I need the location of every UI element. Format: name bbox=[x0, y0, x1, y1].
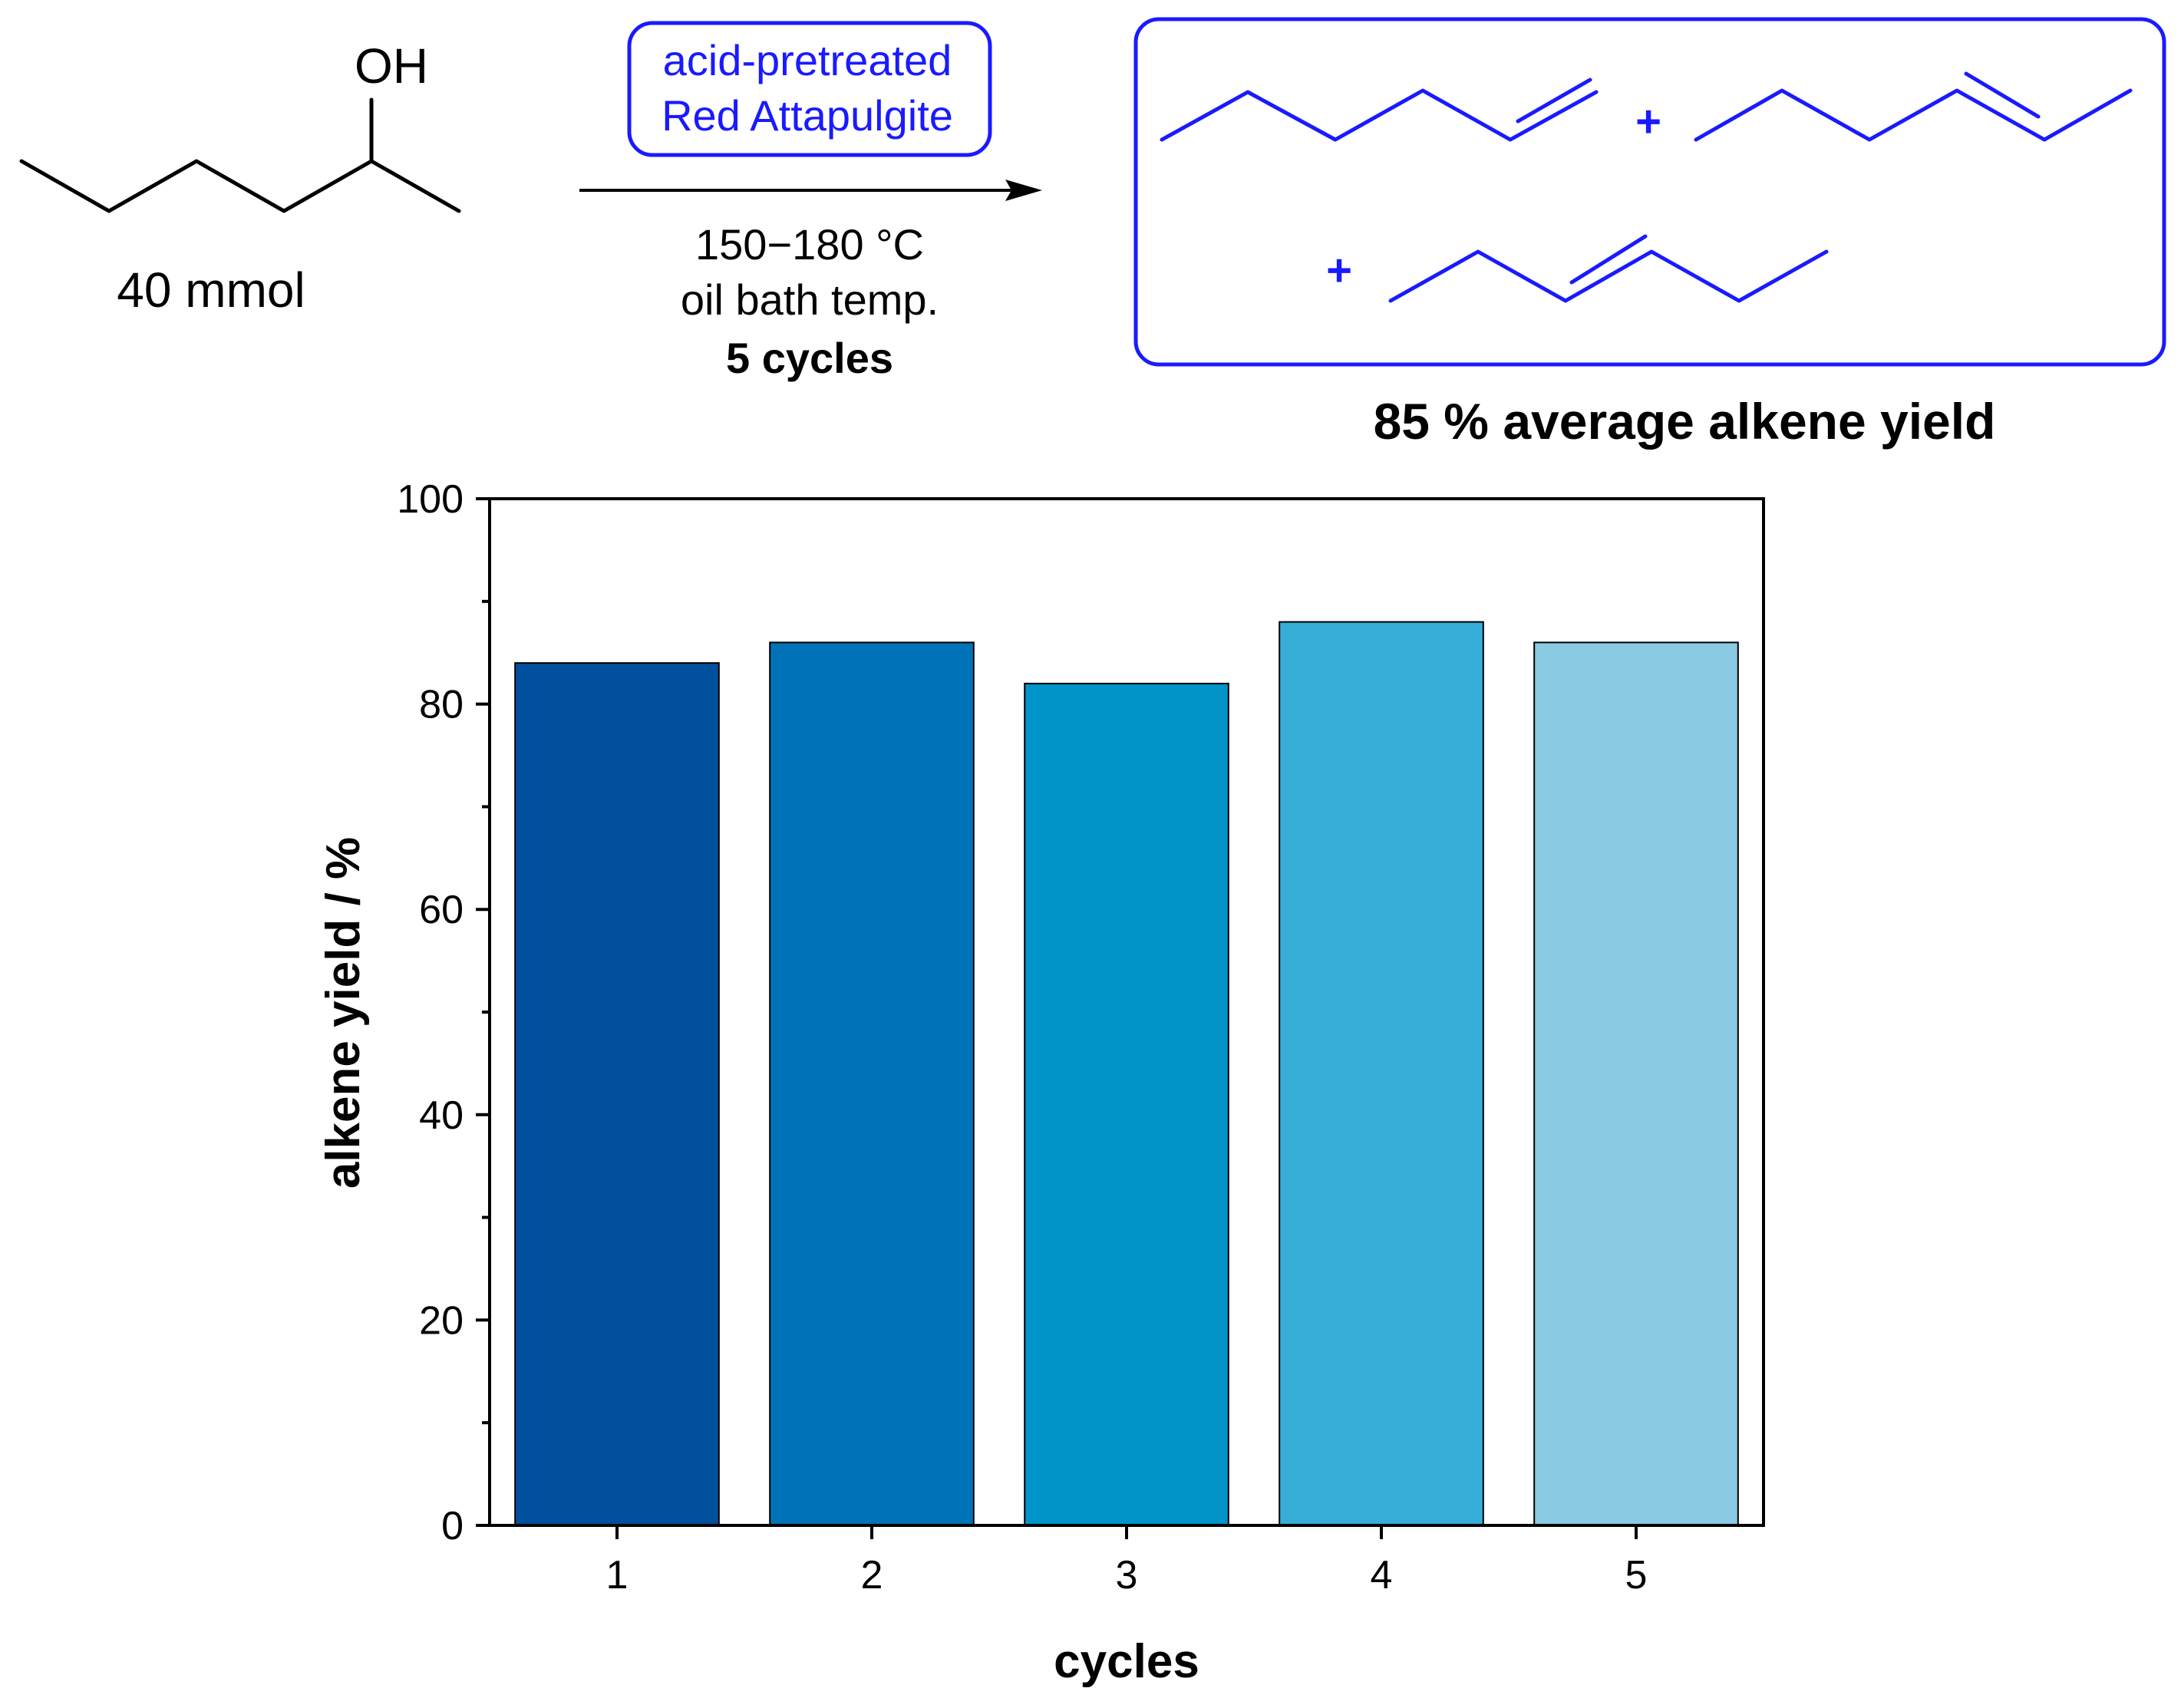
x-axis-label: cycles bbox=[1054, 1635, 1199, 1688]
y-tick-label: 20 bbox=[419, 1298, 464, 1343]
products-box: + + bbox=[1133, 17, 2166, 367]
bar-cycle-4 bbox=[1279, 621, 1484, 1526]
hexene-2-double-bond bbox=[1964, 71, 2041, 119]
oh-label: OH bbox=[355, 38, 428, 94]
conditions: 150−180 °C oil bath temp. 5 cycles bbox=[681, 220, 939, 382]
reactant-amount: 40 mmol bbox=[117, 262, 305, 318]
y-axis-ticks: 0 20 40 60 80 100 bbox=[397, 477, 490, 1548]
bar-cycle-2 bbox=[769, 641, 975, 1527]
hexene-1-double-bond bbox=[1516, 77, 1592, 124]
hexene-2-chain bbox=[1694, 88, 2133, 142]
product-1-hexene bbox=[1160, 77, 1599, 142]
x-tick-label: 1 bbox=[606, 1553, 629, 1598]
bar-cycle-5 bbox=[1533, 641, 1739, 1527]
bar-series bbox=[514, 621, 1739, 1527]
bar-cycle-3 bbox=[1024, 682, 1229, 1527]
y-tick-label: 40 bbox=[419, 1093, 464, 1138]
average-yield-summary: 85 % average alkene yield bbox=[1374, 393, 1996, 450]
product-plus-sign-2: + bbox=[1326, 246, 1352, 295]
condition-temperature: 150−180 °C bbox=[695, 220, 924, 269]
hexene-3-chain bbox=[1388, 249, 1829, 303]
y-tick-label: 0 bbox=[441, 1504, 464, 1548]
condition-cycles: 5 cycles bbox=[726, 334, 893, 382]
reaction-arrow-head bbox=[1005, 180, 1042, 201]
hexene-3-double-bond bbox=[1569, 234, 1648, 285]
catalyst-line-1: acid-pretreated bbox=[663, 36, 952, 84]
reactant-carbon-chain bbox=[19, 159, 461, 213]
y-tick-label: 60 bbox=[419, 888, 464, 932]
x-axis-ticks: 1 2 3 4 5 bbox=[606, 1525, 1648, 1598]
y-tick-label: 100 bbox=[397, 477, 464, 522]
catalyst-line-2: Red Attapulgite bbox=[662, 91, 953, 140]
reactant-structure: OH 40 mmol bbox=[19, 38, 461, 318]
catalyst-box: acid-pretreated Red Attapulgite bbox=[627, 21, 992, 157]
x-tick-label: 5 bbox=[1625, 1553, 1648, 1598]
y-axis-label: alkene yield / % bbox=[317, 837, 370, 1189]
bar-chart: 0 20 40 60 80 100 1 2 3 4 5 cycles alkene yield /… bbox=[317, 477, 1765, 1688]
reaction-arrow bbox=[579, 180, 1042, 201]
products-box-border bbox=[1133, 17, 2166, 367]
catalyst-box-border bbox=[627, 21, 992, 157]
y-tick-label: 80 bbox=[419, 683, 464, 727]
bar-cycle-1 bbox=[514, 662, 720, 1527]
hexene-1-chain bbox=[1160, 88, 1599, 142]
x-tick-label: 4 bbox=[1371, 1553, 1393, 1598]
x-tick-label: 3 bbox=[1116, 1553, 1138, 1598]
product-2-hexene bbox=[1694, 71, 2133, 142]
product-3-hexene bbox=[1388, 234, 1829, 303]
x-tick-label: 2 bbox=[861, 1553, 883, 1598]
reaction-scheme: OH 40 mmol acid-pretreated Red Attapulgi… bbox=[19, 17, 2166, 450]
condition-bath: oil bath temp. bbox=[681, 275, 939, 324]
product-plus-sign-1: + bbox=[1635, 97, 1661, 147]
